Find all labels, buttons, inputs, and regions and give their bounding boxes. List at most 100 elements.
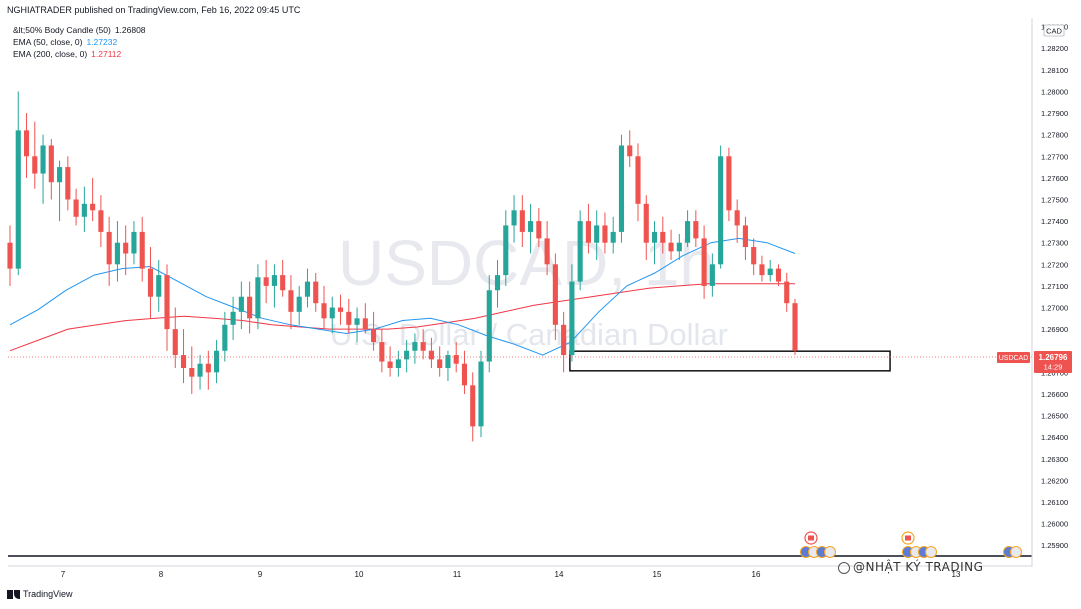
flag-canada-icon[interactable] [804,531,818,545]
candle-body [445,355,451,369]
y-tick-label: 1.28100 [1041,66,1068,75]
y-tick-label: 1.25900 [1041,541,1068,550]
ema200-layer [9,283,795,352]
price-tag: USDCAD 1.26796 14:29 [997,351,1072,373]
watermark-overlay-text: @NHẬT KÝ TRADING [853,560,984,574]
flag-us-icon[interactable] [902,546,937,558]
candle [404,339,410,373]
candle [775,264,782,286]
candle [503,210,509,286]
time-axis[interactable]: 7 8 9 10 11 14 15 16 13 [61,570,961,579]
x-tick-label: 16 [752,570,761,579]
candle-body [478,361,484,427]
candle-body [106,231,112,265]
candle [445,350,451,381]
candle-body [81,203,87,217]
candle-body [321,303,327,319]
candle-body [569,281,575,356]
candle-body [32,156,38,174]
legend-value: 1.27232 [86,37,118,47]
candle [371,311,377,351]
candle [511,195,517,243]
legend-row-ema200[interactable]: EMA (200, close, 0) 1.27112 [13,49,121,59]
candle [156,259,162,312]
candle [461,350,468,394]
candle [32,121,38,189]
candle [15,91,21,276]
y-tick-label: 1.26600 [1041,390,1068,399]
candle [552,253,558,340]
candle [643,195,649,260]
y-tick-label: 1.27400 [1041,217,1068,226]
candle-body [486,290,492,362]
candle [428,337,434,369]
legend-row-body-candle[interactable]: &lt;50% Body Candle (50) 1.26808 [13,25,146,35]
candle-body [734,210,740,226]
flag-canada-icon[interactable] [901,531,915,545]
candle [676,234,682,260]
candle [354,307,360,343]
candle-body [643,203,649,243]
candle-body [255,277,261,319]
candle-body [503,225,509,276]
candle-body [271,275,277,286]
candle-body [346,311,352,325]
legend-row-ema50[interactable]: EMA (50, close, 0) 1.27232 [13,37,117,47]
candle-body [180,355,187,369]
candle [106,216,112,286]
legend-value: 1.27112 [91,49,122,59]
candle-body [651,231,658,243]
candle [288,275,294,330]
candle [230,296,236,340]
candle-body [610,231,616,243]
candle-body [676,242,682,252]
candle-body [139,231,145,269]
candle-body [379,342,385,362]
footer-brand[interactable]: TradingView [7,589,73,599]
candle [48,138,54,200]
legend-label: EMA (50, close, 0) [13,37,83,47]
candle [222,311,228,362]
candle [577,210,583,291]
candle-body [156,275,162,297]
candle [784,272,790,312]
candle-body [164,275,170,330]
candles-layer [7,91,798,442]
flag-us-icon[interactable] [1003,546,1022,558]
candle-body [304,281,311,297]
candle [114,221,120,282]
x-tick-label: 15 [653,570,662,579]
price-tag-value: 1.26796 [1039,353,1068,362]
candle-body [494,275,501,291]
candle [387,346,393,377]
currency-label: CAD [1043,24,1065,37]
candle [594,210,600,260]
candle-body [238,296,244,312]
candle [73,188,79,226]
candle-body [263,277,269,286]
candle [98,195,104,248]
candle-body [214,350,220,373]
candle [693,210,699,248]
candle [734,199,740,243]
y-tick-label: 1.26100 [1041,498,1068,507]
candle [685,210,691,248]
candle-body [561,324,567,356]
legend-label: EMA (200, close, 0) [13,49,88,59]
candle-body [718,156,724,265]
support-zone-box [569,350,891,372]
candle-body [577,221,583,282]
flag-us-icon[interactable] [800,546,836,558]
candle-body [602,225,608,243]
candle [180,329,187,384]
currency-text: CAD [1046,27,1062,36]
candle-body [428,350,434,360]
candle [701,225,707,299]
footer-brand-text: TradingView [23,589,73,599]
candle [412,333,418,364]
candle [437,346,443,377]
economic-events[interactable] [800,531,1022,558]
y-tick-label: 1.28000 [1041,87,1068,96]
candle [668,229,674,260]
